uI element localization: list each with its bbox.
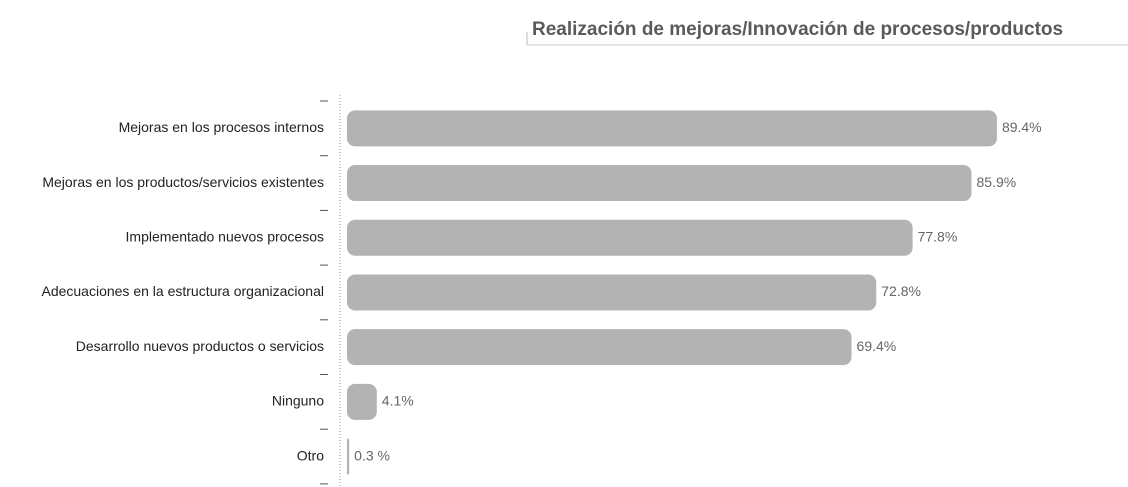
category-label: Desarrollo nuevos productos o servicios bbox=[76, 338, 324, 354]
bar bbox=[347, 274, 877, 311]
chart-title: Realización de mejoras/Innovación de pro… bbox=[532, 19, 1063, 40]
bar bbox=[347, 110, 997, 147]
bar bbox=[347, 438, 350, 475]
value-label: 85.9% bbox=[976, 174, 1016, 190]
category-label: Mejoras en los productos/servicios exist… bbox=[42, 174, 324, 190]
category-label: Implementado nuevos procesos bbox=[126, 228, 324, 244]
value-label: 72.8% bbox=[881, 283, 921, 299]
bar bbox=[347, 165, 972, 202]
bar bbox=[347, 383, 377, 420]
value-label: 4.1% bbox=[382, 393, 414, 409]
category-label: Otro bbox=[297, 447, 324, 463]
category-label: Ninguno bbox=[272, 393, 324, 409]
bar bbox=[347, 219, 913, 256]
value-label: 69.4% bbox=[857, 338, 897, 354]
value-label: 89.4% bbox=[1002, 119, 1042, 135]
value-label: 77.8% bbox=[918, 228, 958, 244]
bar bbox=[347, 329, 852, 366]
value-label: 0.3 % bbox=[354, 447, 390, 463]
category-label: Adecuaciones en la estructura organizaci… bbox=[41, 283, 324, 299]
category-label: Mejoras en los procesos internos bbox=[119, 119, 324, 135]
